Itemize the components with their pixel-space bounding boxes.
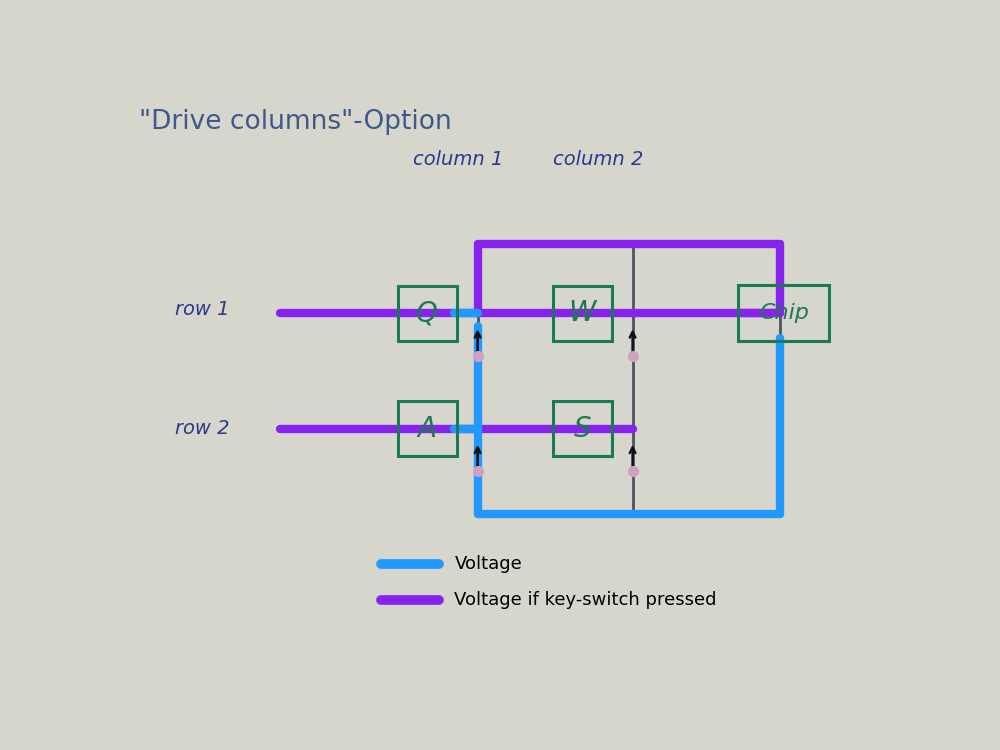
Text: W: W	[568, 299, 596, 327]
Text: Q: Q	[416, 299, 438, 327]
Text: Chip: Chip	[759, 303, 809, 323]
Text: Voltage: Voltage	[454, 554, 522, 572]
Text: "Drive columns"-Option: "Drive columns"-Option	[139, 110, 452, 135]
Text: A: A	[418, 415, 437, 442]
Text: column 1: column 1	[413, 150, 503, 169]
Text: column 2: column 2	[553, 150, 643, 169]
Text: row 1: row 1	[175, 300, 230, 319]
Text: Voltage if key-switch pressed: Voltage if key-switch pressed	[454, 591, 717, 609]
Text: row 2: row 2	[175, 419, 230, 438]
Text: S: S	[573, 415, 591, 442]
